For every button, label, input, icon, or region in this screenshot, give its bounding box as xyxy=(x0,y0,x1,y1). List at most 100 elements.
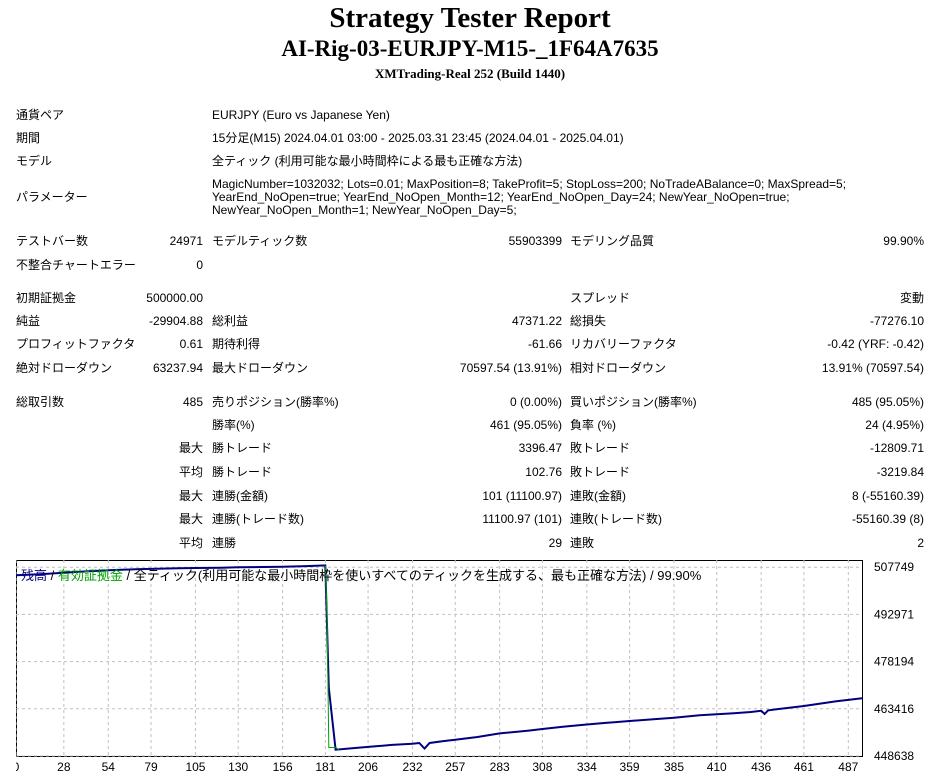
plot-area xyxy=(16,560,863,757)
x-tick-label: 232 xyxy=(402,760,422,774)
legend-sep: / xyxy=(47,568,58,583)
reldd-label: 相対ドローダウン xyxy=(570,361,667,375)
quality-value: 99.90% xyxy=(883,234,924,248)
trades-value: 485 xyxy=(182,395,203,409)
grossloss-label: 総損失 xyxy=(570,314,607,328)
period-label: 期間 xyxy=(16,131,41,145)
bars-value: 24971 xyxy=(169,234,203,248)
maxconswin-value: 101 (11100.97) xyxy=(482,489,562,503)
win-value: 461 (95.05%) xyxy=(489,418,562,432)
x-tick-label: 0 xyxy=(16,760,20,774)
short-label: 売りポジション(勝率%) xyxy=(212,395,339,409)
x-tick-label: 436 xyxy=(751,760,771,774)
reldd-value: 13.91% (70597.54) xyxy=(821,361,924,375)
legend-equity: 有効証拠金 xyxy=(57,568,123,583)
avg-label: 平均 xyxy=(178,465,203,479)
pf-label: プロフィットファクタ xyxy=(16,337,136,351)
maxwin-label: 勝トレード xyxy=(212,441,273,455)
absdd-label: 絶対ドローダウン xyxy=(16,361,113,375)
x-tick-label: 308 xyxy=(532,760,552,774)
y-tick-label: 492971 xyxy=(874,607,914,621)
spread-label: スプレッド xyxy=(570,291,631,305)
model-value: 全ティック (利用可能な最小時間枠による最も正確な方法) xyxy=(212,154,523,168)
pf-value: 0.61 xyxy=(179,337,203,351)
x-tick-label: 105 xyxy=(185,760,205,774)
long-value: 485 (95.05%) xyxy=(851,395,924,409)
y-tick-label: 478194 xyxy=(874,655,914,669)
netprofit-value: -29904.88 xyxy=(148,314,203,328)
x-tick-label: 54 xyxy=(102,760,116,774)
max-label: 最大 xyxy=(178,489,203,503)
x-tick-label: 283 xyxy=(490,760,510,774)
x-tick-label: 334 xyxy=(577,760,597,774)
report-subtitle: AI-Rig-03-EURJPY-M15-_1F64A7635 xyxy=(281,36,659,61)
params-label: パラメーター xyxy=(16,190,88,204)
max-label: 最大 xyxy=(178,441,203,455)
max-label: 最大 xyxy=(178,512,203,526)
legend-balance: 残高 xyxy=(21,568,48,583)
report-title: Strategy Tester Report xyxy=(329,2,611,34)
spread-value: 変動 xyxy=(899,291,924,305)
loss-label: 負率 (%) xyxy=(570,418,616,432)
maxconsloss-value: 8 (-55160.39) xyxy=(851,489,924,503)
deposit-label: 初期証拠金 xyxy=(16,291,77,305)
avgconswin-value: 29 xyxy=(548,536,562,550)
grossloss-value: -77276.10 xyxy=(869,314,924,328)
grossprofit-value: 47371.22 xyxy=(511,314,562,328)
equity-line xyxy=(324,565,340,751)
x-tick-label: 181 xyxy=(315,760,335,774)
model-label: モデル xyxy=(16,154,53,168)
maxconslossamt-label: 連敗(トレード数) xyxy=(570,512,662,526)
params-value: MagicNumber=1032032; Lots=0.01; MaxPosit… xyxy=(212,178,846,217)
maxloss-value: -12809.71 xyxy=(869,441,924,455)
maxconslossamt-value: -55160.39 (8) xyxy=(851,512,924,526)
bars-label: テストバー数 xyxy=(16,234,89,248)
x-tick-label: 359 xyxy=(620,760,640,774)
x-tick-label: 487 xyxy=(838,760,858,774)
short-value: 0 (0.00%) xyxy=(509,395,562,409)
expected-value: -61.66 xyxy=(527,337,562,351)
maxdd-value: 70597.54 (13.91%) xyxy=(459,361,562,375)
maxconsprofit-value: 11100.97 (101) xyxy=(482,512,562,526)
x-tick-label: 385 xyxy=(664,760,684,774)
avgconswin-label: 連勝 xyxy=(212,536,237,550)
x-tick-label: 156 xyxy=(273,760,293,774)
recovery-label: リカバリーファクタ xyxy=(570,337,677,351)
x-tick-label: 28 xyxy=(57,760,71,774)
deposit-value: 500000.00 xyxy=(146,291,203,305)
absdd-value: 63237.94 xyxy=(152,361,203,375)
maxconsloss-label: 連敗(金額) xyxy=(570,489,626,503)
x-tick-label: 257 xyxy=(445,760,465,774)
win-label: 勝率(%) xyxy=(212,418,255,432)
ticks-label: モデルティック数 xyxy=(212,234,308,248)
avgloss-label: 敗トレード xyxy=(570,465,631,479)
maxconsprofit-label: 連勝(トレード数) xyxy=(212,512,304,526)
netprofit-label: 純益 xyxy=(16,314,41,328)
grossprofit-label: 総利益 xyxy=(212,314,249,328)
mismatch-value: 0 xyxy=(196,258,203,272)
avgconsloss-value: 2 xyxy=(917,536,924,550)
balance-chart: 507749 492971 478194 463416 448638 0 28 54 79 105… xyxy=(16,560,914,774)
params-line: YearEnd_NoOpen=true; YearEnd_NoOpen_Mont… xyxy=(212,190,790,204)
x-tick-label: 79 xyxy=(144,760,158,774)
quality-label: モデリング品質 xyxy=(570,234,655,248)
mismatch-label: 不整合チャートエラー xyxy=(16,258,136,272)
avgwin-label: 勝トレード xyxy=(212,465,273,479)
recovery-value: -0.42 (YRF: -0.42) xyxy=(827,337,924,351)
symbol-value: EURJPY (Euro vs Japanese Yen) xyxy=(212,108,390,122)
y-tick-label: 507749 xyxy=(874,560,914,574)
maxloss-label: 敗トレード xyxy=(570,441,631,455)
x-tick-label: 461 xyxy=(794,760,814,774)
y-tick-label: 448638 xyxy=(874,749,914,763)
legend-rest: / 全ティック(利用可能な最小時間枠を使いすべてのティックを生成する、最も正確な… xyxy=(122,568,702,583)
ticks-value: 55903399 xyxy=(508,234,562,248)
x-tick-label: 206 xyxy=(358,760,378,774)
x-tick-label: 410 xyxy=(707,760,727,774)
balance-line xyxy=(16,564,863,751)
loss-value: 24 (4.95%) xyxy=(865,418,924,432)
maxdd-label: 最大ドローダウン xyxy=(212,361,309,375)
long-label: 買いポジション(勝率%) xyxy=(570,395,697,409)
y-tick-label: 463416 xyxy=(874,702,914,716)
avgconsloss-label: 連敗 xyxy=(570,536,595,550)
params-line: MagicNumber=1032032; Lots=0.01; MaxPosit… xyxy=(212,177,847,191)
